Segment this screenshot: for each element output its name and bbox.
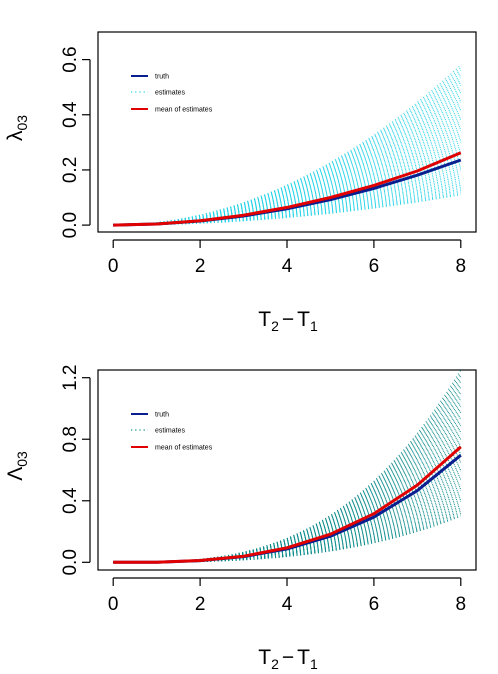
y-tick-label: 0.4 [60, 487, 81, 514]
y-axis: 0.0 0.2 0.4 0.6 [60, 46, 91, 238]
y-axis-title: λ03 [4, 115, 30, 141]
cumulative-hazard-panel: 0 2 4 6 8 0.0 0.4 0.8 1.2 truth estimates mean … [4, 364, 477, 672]
x-tick-label: 4 [282, 256, 293, 277]
x-tick-label: 0 [108, 594, 119, 615]
y-tick-label: 0.0 [60, 212, 81, 238]
y-tick-label: 0.8 [60, 426, 81, 452]
main-curves [113, 445, 462, 564]
plot-frame [97, 31, 477, 233]
x-tick-label: 8 [456, 594, 467, 615]
x-tick-label: 4 [282, 594, 293, 615]
x-axis: 0 2 4 6 8 [108, 577, 467, 615]
legend-mean-label: mean of estimates [155, 445, 213, 452]
legend-mean-label: mean of estimates [155, 107, 213, 114]
legend-estimates-label: estimates [155, 428, 185, 435]
mean-line [113, 445, 462, 564]
hazard-panel: 0 2 4 6 8 0.0 0.2 0.4 0.6 truth estimates mean … [4, 31, 477, 334]
y-tick-label: 0.6 [60, 46, 81, 72]
y-tick-label: 0.0 [60, 549, 81, 575]
x-axis-title: T2− T1 [258, 646, 318, 672]
legend-truth-label: truth [155, 412, 169, 419]
legend: truth estimates mean of estimates [131, 412, 213, 452]
x-axis: 0 2 4 6 8 [108, 239, 467, 277]
y-axis: 0.0 0.4 0.8 1.2 [60, 364, 91, 576]
plot-frame [97, 369, 477, 571]
x-axis-title: T2− T1 [258, 308, 318, 334]
x-tick-label: 8 [456, 256, 467, 277]
x-tick-label: 0 [108, 256, 119, 277]
estimate-line [113, 64, 462, 226]
y-axis-title: Λ03 [4, 451, 30, 481]
x-tick-label: 2 [195, 594, 206, 615]
main-curves [113, 151, 462, 227]
legend: truth estimates mean of estimates [131, 74, 213, 114]
x-tick-label: 6 [369, 594, 380, 615]
mean-line [113, 151, 462, 227]
x-tick-label: 6 [369, 256, 380, 277]
legend-estimates-label: estimates [155, 90, 185, 97]
x-tick-label: 2 [195, 256, 206, 277]
y-tick-label: 0.4 [60, 101, 81, 128]
y-tick-label: 0.2 [60, 157, 81, 183]
legend-truth-label: truth [155, 74, 169, 81]
y-tick-label: 1.2 [60, 364, 81, 390]
